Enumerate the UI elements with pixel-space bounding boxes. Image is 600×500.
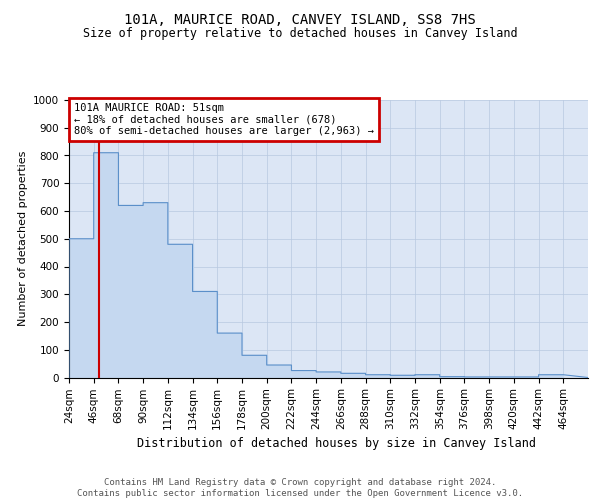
Text: 101A, MAURICE ROAD, CANVEY ISLAND, SS8 7HS: 101A, MAURICE ROAD, CANVEY ISLAND, SS8 7… xyxy=(124,12,476,26)
Y-axis label: Number of detached properties: Number of detached properties xyxy=(17,151,28,326)
Polygon shape xyxy=(69,152,563,378)
Text: 101A MAURICE ROAD: 51sqm
← 18% of detached houses are smaller (678)
80% of semi-: 101A MAURICE ROAD: 51sqm ← 18% of detach… xyxy=(74,103,374,136)
Text: Distribution of detached houses by size in Canvey Island: Distribution of detached houses by size … xyxy=(137,438,536,450)
Text: Contains HM Land Registry data © Crown copyright and database right 2024.
Contai: Contains HM Land Registry data © Crown c… xyxy=(77,478,523,498)
Text: Size of property relative to detached houses in Canvey Island: Size of property relative to detached ho… xyxy=(83,28,517,40)
